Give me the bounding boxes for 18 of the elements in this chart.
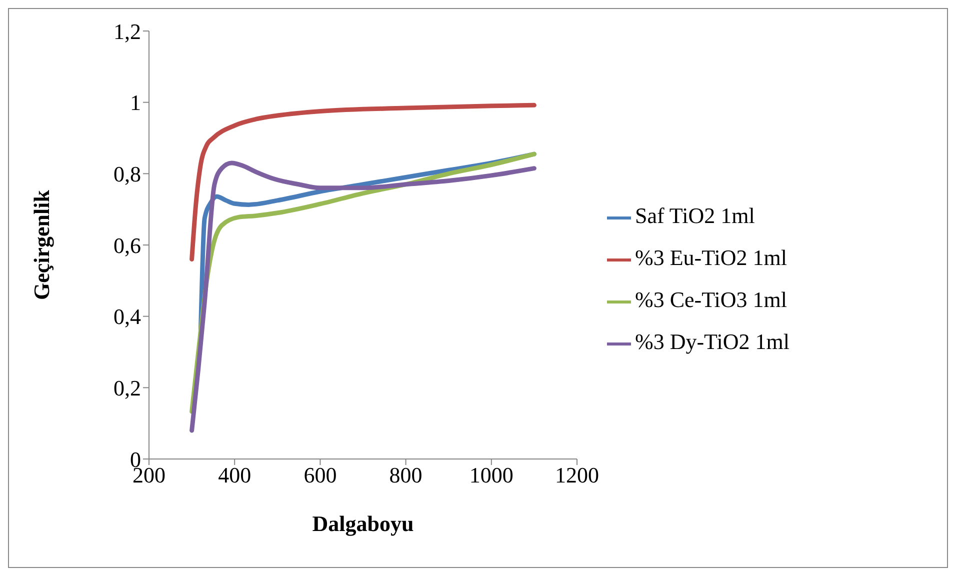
x-tick-label: 1200 [555,462,599,488]
legend-label: %3 Ce-TiO3 1ml [635,287,787,312]
y-tick-label: 0,2 [114,375,141,400]
x-tick-label: 400 [218,462,252,488]
y-tick-label: 1 [130,90,141,116]
legend-label: %3 Dy-TiO2 1ml [635,329,790,354]
x-tick-label: 1000 [469,462,514,488]
x-axis-title: Dalgaboyu [312,511,414,536]
legend-label: Saf TiO2 1ml [635,203,755,228]
y-axis-title: Geçirgenlik [28,189,54,300]
x-tick-label: 600 [304,462,337,488]
legend-label: %3 Eu-TiO2 1ml [635,245,787,270]
line-series [190,102,536,262]
y-tick-label: 0,6 [114,232,141,258]
x-tick-label: 800 [389,462,422,488]
y-tick-label: 1,2 [114,18,141,44]
y-tick-label: 0,8 [114,161,141,186]
y-tick-label: 0,4 [114,304,141,330]
